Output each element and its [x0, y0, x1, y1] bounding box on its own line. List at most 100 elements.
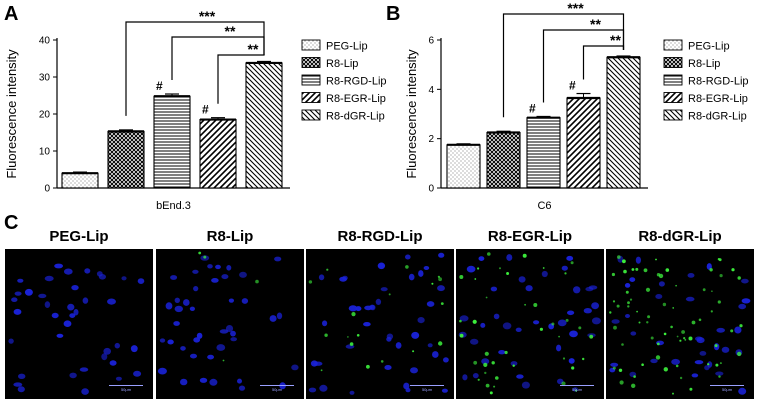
significance-bracket: [582, 45, 625, 80]
uptake-signal: [645, 287, 651, 292]
legend-label: R8-Lip: [688, 58, 720, 70]
uptake-signal: [506, 272, 510, 275]
cell-nucleus: [481, 358, 490, 365]
y-tick-label: 40: [39, 36, 51, 47]
cell-nucleus: [377, 262, 386, 270]
cell-nucleus: [81, 388, 89, 395]
significance-bracket: [542, 29, 625, 103]
uptake-signal: [672, 392, 674, 395]
cell-nucleus: [395, 342, 402, 349]
bar: [446, 144, 481, 189]
uptake-signal: [483, 362, 488, 367]
legend-swatch: [663, 57, 683, 68]
cell-nucleus: [380, 287, 388, 292]
micrograph: 50μm: [606, 249, 754, 399]
cell-nucleus: [319, 384, 328, 392]
uptake-signal: [609, 311, 612, 314]
significance-label: ***: [199, 8, 216, 24]
legend-swatch: [663, 74, 683, 86]
uptake-signal: [709, 268, 713, 272]
chart-a: 0 10 20 30 40 Fluorescence intensity bEnd.3 # # *…: [4, 8, 387, 212]
cell-nucleus: [82, 297, 89, 304]
cell-nucleus: [459, 315, 469, 322]
cell-nucleus: [221, 274, 229, 280]
uptake-signal: [326, 268, 329, 271]
uptake-signal: [431, 282, 434, 285]
cell-nucleus: [498, 350, 506, 355]
uptake-signal: [380, 360, 384, 363]
cell-nucleus: [17, 278, 24, 283]
cell-nucleus: [69, 313, 76, 318]
uptake-signal: [388, 293, 391, 296]
uptake-signal: [459, 275, 464, 279]
uptake-signal: [489, 391, 493, 395]
cell-nucleus: [738, 387, 747, 395]
cell-nucleus: [51, 312, 59, 319]
cell-nucleus: [11, 297, 18, 302]
uptake-signal: [493, 385, 496, 388]
uptake-signal: [618, 368, 623, 372]
scale-bar: 50μm: [109, 385, 143, 395]
uptake-signal: [719, 274, 723, 278]
micrograph: 50μm: [306, 249, 454, 399]
cell-nucleus: [510, 361, 518, 366]
cell-nucleus: [741, 278, 749, 284]
scale-bar-label: 50μm: [421, 387, 433, 392]
cell-nucleus: [410, 367, 418, 374]
uptake-signal: [356, 334, 360, 337]
cell-nucleus: [216, 344, 226, 351]
cell-nucleus: [349, 390, 355, 395]
uptake-signal: [625, 290, 629, 294]
cell-nucleus: [585, 286, 594, 292]
bar: [566, 97, 601, 189]
bar: [107, 130, 145, 189]
cell-nucleus: [225, 325, 234, 332]
legend-label: R8-Lip: [326, 58, 358, 70]
uptake-signal: [561, 381, 566, 386]
cell-nucleus: [269, 315, 277, 322]
cell-nucleus: [226, 265, 232, 271]
uptake-signal: [324, 333, 328, 337]
uptake-signal: [578, 326, 582, 330]
uptake-signal: [551, 322, 555, 326]
uptake-signal: [629, 298, 633, 301]
significance-label: **: [248, 41, 259, 57]
cell-nucleus: [741, 298, 751, 304]
uptake-signal: [730, 329, 734, 333]
uptake-signal: [627, 301, 630, 305]
cell-nucleus: [695, 336, 703, 341]
uptake-signal: [564, 272, 567, 275]
cell-nucleus: [369, 304, 375, 310]
cell-nucleus: [219, 329, 229, 334]
uptake-signal: [495, 376, 499, 380]
cell-nucleus: [432, 351, 439, 358]
cell-nucleus: [541, 270, 548, 278]
uptake-signal: [611, 272, 615, 277]
cell-nucleus: [556, 344, 562, 352]
cell-nucleus: [207, 354, 214, 360]
cell-nucleus: [13, 308, 22, 315]
cell-nucleus: [466, 265, 476, 273]
cell-nucleus: [274, 256, 282, 262]
cell-nucleus: [180, 346, 186, 351]
uptake-signal: [635, 267, 639, 271]
cell-nucleus: [704, 365, 710, 371]
cell-nucleus: [56, 333, 64, 338]
scale-bar-line: [710, 385, 744, 386]
uptake-signal: [670, 325, 673, 329]
uptake-signal: [698, 318, 702, 322]
cell-nucleus: [568, 358, 575, 364]
cell-nucleus: [170, 275, 178, 280]
cell-nucleus: [44, 275, 54, 282]
cell-nucleus: [71, 285, 79, 291]
uptake-signal: [484, 371, 487, 375]
uptake-signal: [351, 312, 356, 317]
uptake-signal: [665, 268, 670, 272]
cell-nucleus: [67, 303, 75, 311]
scale-bar-label: 50μm: [571, 387, 583, 392]
uptake-signal: [714, 344, 718, 348]
cell-nucleus: [96, 271, 103, 277]
x-axis-label: bEnd.3: [156, 200, 191, 212]
scale-bar-line: [560, 385, 594, 386]
cell-nucleus: [516, 374, 524, 379]
